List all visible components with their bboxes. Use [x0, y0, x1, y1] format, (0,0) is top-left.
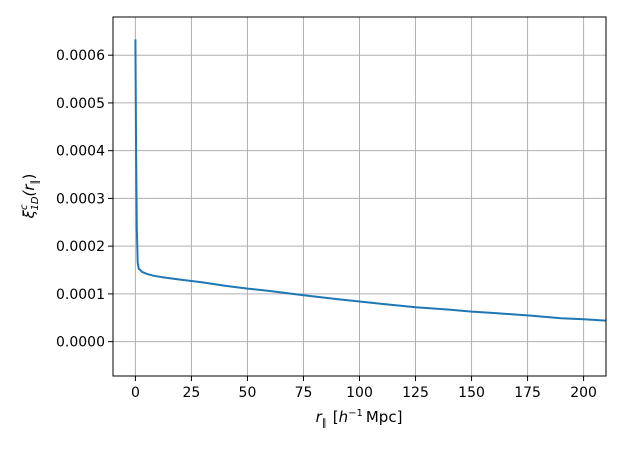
x-tick-label: 200	[570, 385, 597, 401]
x-tick-label: 75	[295, 385, 313, 401]
x-tick-label: 0	[131, 385, 140, 401]
x-tick-label: 25	[183, 385, 201, 401]
y-tick-label: 0.0002	[56, 239, 105, 255]
y-tick-label: 0.0006	[56, 48, 105, 64]
y-axis-label: ξc1D(r∥)	[19, 174, 41, 220]
x-tick-label: 150	[458, 385, 485, 401]
x-axis-label: r∥ [h−1 Mpc]	[316, 408, 403, 429]
y-tick-label: 0.0005	[56, 96, 105, 112]
x-tick-label: 175	[514, 385, 541, 401]
y-tick-label: 0.0003	[56, 191, 105, 207]
grid-layer	[113, 17, 606, 376]
ticks-layer: 0 25 50 75 100 125 150 175 200 0.0000 0.0001 0.0002…	[56, 48, 597, 401]
x-tick-label: 100	[346, 385, 373, 401]
series-line	[134, 39, 606, 322]
series-layer	[134, 39, 606, 322]
y-tick-label: 0.0000	[56, 335, 105, 351]
y-tick-label: 0.0001	[56, 287, 105, 303]
x-tick-label: 125	[402, 385, 429, 401]
y-tick-label: 0.0004	[56, 144, 105, 160]
x-tick-label: 50	[239, 385, 257, 401]
